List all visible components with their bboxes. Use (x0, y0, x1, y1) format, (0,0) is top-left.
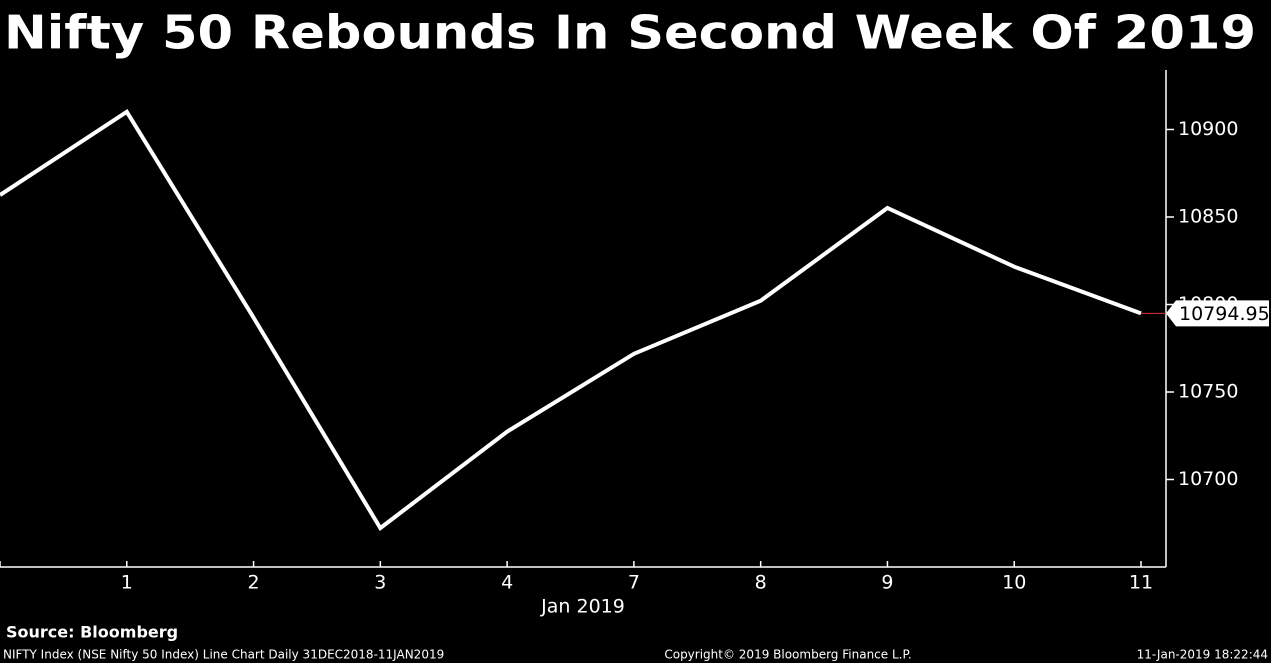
y-tick-label: 10700 (1178, 468, 1238, 490)
x-tick-label: 3 (374, 572, 386, 594)
chart-title: Nifty 50 Rebounds In Second Week Of 2019 (4, 6, 1256, 60)
footer-left: NIFTY Index (NSE Nifty 50 Index) Line Ch… (3, 648, 444, 662)
y-tick-label: 10900 (1178, 118, 1238, 140)
source: Source: Bloomberg (6, 623, 178, 642)
y-tick-label: 10850 (1178, 206, 1238, 228)
last-value-label: 10794.95 (1179, 303, 1270, 325)
x-tick-label: 1 (121, 572, 133, 594)
x-tick-label: 11 (1129, 572, 1153, 594)
x-tick-label: 2 (248, 572, 260, 594)
line (0, 109, 1142, 532)
x-tick-label: 4 (501, 572, 513, 594)
footer-center: Copyright© 2019 Bloomberg Finance L.P. (664, 648, 911, 662)
y-tick-label: 10750 (1178, 381, 1238, 403)
last-value-box (1166, 300, 1269, 327)
x-tick-label: 7 (628, 572, 640, 594)
x-tick-label: 10 (1002, 572, 1026, 594)
footer-right: 11-Jan-2019 18:22:44 (1137, 648, 1268, 662)
x-tick-label: 9 (881, 572, 893, 594)
x-axis-label: Jan 2019 (540, 596, 625, 618)
x-tick-label: 8 (755, 572, 767, 594)
